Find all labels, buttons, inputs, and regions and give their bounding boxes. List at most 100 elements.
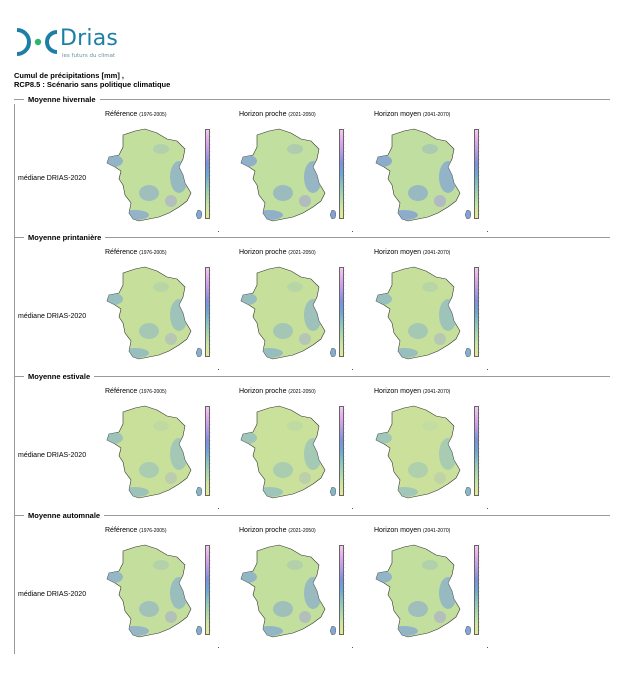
colorbar-tick-label: – bbox=[210, 185, 212, 189]
column-heading: Référence (1976-2005) bbox=[105, 387, 167, 397]
colorbar-tick-label: – bbox=[479, 292, 481, 296]
colorbar-tick-label: – bbox=[210, 300, 212, 304]
colorbar-tick-label: – bbox=[210, 276, 212, 280]
column-label: Référence bbox=[105, 111, 140, 118]
colorbar-tick-label: – bbox=[344, 208, 346, 212]
section-tick bbox=[14, 515, 22, 516]
colorbar-tick-label: – bbox=[479, 134, 481, 138]
scenario-title: RCP8.5 : Scénario sans politique climati… bbox=[14, 80, 171, 89]
colorbar-tick-label: – bbox=[344, 609, 346, 613]
colorbar-tick-label: – bbox=[479, 589, 481, 593]
colorbar-tick-label: – bbox=[210, 181, 212, 185]
column-label: Horizon moyen bbox=[374, 388, 424, 395]
section-divider bbox=[14, 99, 610, 100]
map-footnote-mark bbox=[352, 508, 353, 509]
france-precipitation-map bbox=[106, 405, 192, 499]
colorbar-tick-label: – bbox=[479, 307, 481, 311]
column-period: (2021-2050) bbox=[288, 528, 316, 534]
colorbar-gradient bbox=[339, 267, 344, 357]
row-label: médiane DRIAS-2020 bbox=[18, 175, 87, 182]
colorbar-tick-label: – bbox=[344, 477, 346, 481]
column-heading: Horizon proche (2021-2050) bbox=[239, 526, 316, 536]
colorbar-tick-label: – bbox=[479, 419, 481, 423]
map-footnote-mark bbox=[487, 647, 488, 648]
column-heading: Horizon proche (2021-2050) bbox=[239, 110, 316, 120]
colorbar-tick-label: – bbox=[210, 154, 212, 158]
colorbar-tick-label: – bbox=[344, 442, 346, 446]
colorbar-tick-label: – bbox=[344, 331, 346, 335]
france-outline bbox=[375, 405, 461, 499]
colorbar-tick-label: – bbox=[344, 601, 346, 605]
precipitation-colorbar: – – – – – – – – – – – – – – – – – – – – – – – bbox=[205, 265, 223, 361]
colorbar-tick-label: – bbox=[210, 150, 212, 154]
colorbar-tick-label: – bbox=[344, 550, 346, 554]
colorbar-tick-label: – bbox=[479, 439, 481, 443]
colorbar-tick-label: – bbox=[479, 450, 481, 454]
colorbar-tick-label: – bbox=[344, 581, 346, 585]
drias-logo-icon bbox=[16, 28, 58, 56]
colorbar-tick-label: – bbox=[210, 296, 212, 300]
colorbar-tick-label: – bbox=[479, 466, 481, 470]
colorbar-tick-label: – bbox=[479, 543, 481, 546]
column-label: Horizon proche bbox=[239, 388, 289, 395]
colorbar-tick-label: – bbox=[344, 474, 346, 478]
column-heading: Horizon moyen (2041-2070) bbox=[374, 387, 450, 397]
colorbar-tick-label: – bbox=[344, 554, 346, 558]
colorbar-tick-label: – bbox=[210, 616, 212, 620]
colorbar-tick-label: – bbox=[479, 423, 481, 427]
row-label: médiane DRIAS-2020 bbox=[18, 591, 87, 598]
colorbar-tick-label: – bbox=[479, 169, 481, 173]
colorbar-tick-label: – bbox=[479, 435, 481, 439]
colorbar-tick-label: – bbox=[344, 204, 346, 208]
colorbar-tick-label: – bbox=[210, 477, 212, 481]
colorbar-tick-label: – bbox=[210, 609, 212, 613]
colorbar-tick-label: – bbox=[210, 404, 212, 407]
colorbar-tick-label: – bbox=[479, 578, 481, 582]
colorbar-tick-label: – bbox=[479, 407, 481, 411]
colorbar-tick-label: – bbox=[210, 489, 212, 493]
colorbar-tick-label: – bbox=[210, 450, 212, 454]
colorbar-ticks: – – – – – – – – – – – – – – – – – – – – – – – bbox=[344, 127, 356, 219]
colorbar-tick-label: – bbox=[344, 268, 346, 272]
map-footnote-mark bbox=[487, 231, 488, 232]
column-label: Horizon moyen bbox=[374, 249, 424, 256]
colorbar-gradient bbox=[474, 267, 479, 357]
colorbar-tick-label: – bbox=[210, 127, 212, 130]
drias-logo[interactable]: Drias les futurs du climat bbox=[14, 25, 124, 65]
colorbar-tick-label: – bbox=[344, 423, 346, 427]
france-precipitation-map bbox=[240, 128, 326, 222]
colorbar-tick-label: – bbox=[479, 319, 481, 323]
colorbar-tick-label: – bbox=[210, 578, 212, 582]
colorbar-tick-label: – bbox=[479, 489, 481, 493]
colorbar-ticks: – – – – – – – – – – – – – – – – – – – – – – – bbox=[479, 265, 491, 357]
colorbar-tick-label: – bbox=[344, 265, 346, 268]
colorbar-tick-label: – bbox=[344, 165, 346, 169]
precipitation-colorbar: – – – – – – – – – – – – – – – – – – – – – – – bbox=[339, 404, 357, 500]
colorbar-tick-label: – bbox=[210, 311, 212, 315]
colorbar-tick-label: – bbox=[344, 284, 346, 288]
colorbar-tick-label: – bbox=[210, 550, 212, 554]
colorbar-tick-label: – bbox=[479, 613, 481, 617]
map-footnote-mark bbox=[352, 231, 353, 232]
column-label: Horizon moyen bbox=[374, 111, 424, 118]
colorbar-tick-label: – bbox=[344, 616, 346, 620]
map-footnote-mark bbox=[352, 369, 353, 370]
colorbar-tick-label: – bbox=[479, 265, 481, 268]
colorbar-tick-label: – bbox=[210, 169, 212, 173]
colorbar-gradient bbox=[339, 545, 344, 635]
column-period: (2041-2070) bbox=[423, 528, 451, 534]
colorbar-tick-label: – bbox=[344, 276, 346, 280]
colorbar-tick-label: – bbox=[479, 288, 481, 292]
colorbar-tick-label: – bbox=[210, 315, 212, 319]
colorbar-tick-label: – bbox=[344, 142, 346, 146]
corsica-map bbox=[196, 210, 202, 219]
france-precipitation-map bbox=[375, 128, 461, 222]
section-tick bbox=[14, 237, 22, 238]
corsica-map bbox=[330, 348, 336, 357]
column-period: (2041-2070) bbox=[423, 112, 451, 118]
colorbar-tick-label: – bbox=[479, 554, 481, 558]
france-outline bbox=[375, 266, 461, 360]
colorbar-tick-label: – bbox=[479, 280, 481, 284]
section-tick bbox=[14, 376, 22, 377]
colorbar-tick-label: – bbox=[210, 601, 212, 605]
